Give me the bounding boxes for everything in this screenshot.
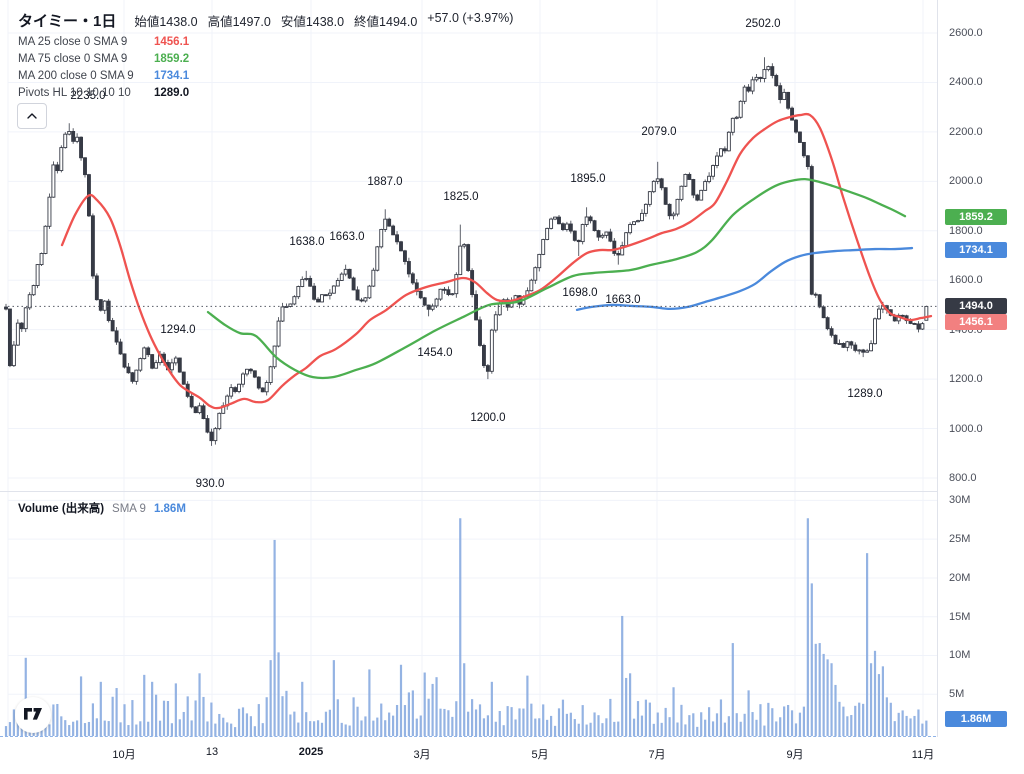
time-axis-label: 2025 (298, 746, 324, 758)
pivot-label: 1825.0 (443, 191, 478, 203)
indicator-pivots[interactable]: Pivots HL 10 10 10 10 1289.0 (18, 86, 513, 99)
volume-badge: 1.86M (945, 711, 1007, 727)
volume-sma-param: SMA 9 (112, 503, 146, 515)
volume-sma-value: 1.86M (153, 503, 186, 515)
high-value: 高値1497.0 (207, 15, 271, 29)
pivot-label: 1698.0 (562, 287, 597, 299)
indicator-value: 1859.2 (154, 52, 190, 65)
tradingview-logo[interactable] (15, 697, 51, 733)
pivot-label: 930.0 (196, 478, 225, 490)
tradingview-logo-icon (24, 708, 42, 720)
time-axis-label: 13 (205, 746, 219, 758)
pivot-label: 1289.0 (847, 388, 882, 400)
indicator-ma200[interactable]: MA 200 close 0 SMA 9 1734.1 (18, 69, 513, 82)
indicator-ma25[interactable]: MA 25 close 0 SMA 9 1456.1 (18, 35, 513, 48)
price-badge: 1456.1 (945, 314, 1007, 330)
close-value: 終値1494.0 (354, 15, 418, 29)
time-axis-separator (0, 736, 941, 737)
time-axis-label: 10月 (112, 749, 136, 761)
indicator-label: MA 200 close 0 SMA 9 (18, 69, 134, 82)
time-axis-label: 9月 (786, 749, 804, 761)
time-axis-label: 3月 (413, 749, 431, 761)
axis-tick-label: 1800.0 (949, 224, 983, 237)
indicator-value: 1289.0 (154, 86, 190, 99)
volume-indicator-row[interactable]: Volume (出来高) SMA 9 1.86M (18, 500, 186, 516)
pivot-label: 1294.0 (160, 324, 195, 336)
ohlc-summary: 始値1438.0 高値1497.0 安値1438.0 終値1494.0 +57.… (134, 11, 513, 30)
pivot-label: 1200.0 (470, 412, 505, 424)
pivot-label: 1454.0 (417, 347, 452, 359)
axis-tick-label: 15M (949, 610, 971, 623)
price-scale[interactable]: 2600.02400.02200.02000.01800.01600.01400… (937, 0, 1024, 737)
indicator-value: 1456.1 (154, 35, 190, 48)
axis-tick-label: 1200.0 (949, 373, 983, 386)
time-axis-label: 5月 (531, 749, 549, 761)
pane-separator[interactable] (0, 491, 1024, 492)
axis-tick-label: 2000.0 (949, 175, 983, 188)
axis-tick-label: 1000.0 (949, 422, 983, 435)
axis-tick-label: 20M (949, 571, 971, 584)
pivot-label: 2235.0 (70, 90, 105, 102)
axis-tick-label: 2400.0 (949, 76, 983, 89)
volume-label: Volume (出来高) (18, 503, 105, 515)
indicator-label: MA 75 close 0 SMA 9 (18, 52, 128, 65)
price-badge: 1859.2 (945, 209, 1007, 225)
pivot-labels-layer: 2235.0 2502.0 2079.0 1895.0 1887.0 1825.0 1663… (70, 18, 882, 490)
time-scale[interactable]: 10月 13 2025 3月 5月 7月 9月 11月 (0, 737, 1024, 774)
axis-tick-label: 2200.0 (949, 125, 983, 138)
legend-panel: タイミー・1日 始値1438.0 高値1497.0 安値1438.0 終値149… (18, 10, 513, 99)
pivot-label: 1895.0 (570, 173, 605, 185)
indicator-ma75[interactable]: MA 75 close 0 SMA 9 1859.2 (18, 52, 513, 65)
axis-tick-label: 25M (949, 533, 971, 546)
pivot-label: 2079.0 (641, 126, 676, 138)
low-value: 安値1438.0 (280, 15, 345, 29)
pivot-label: 1663.0 (329, 231, 364, 243)
chevron-up-icon (27, 113, 37, 119)
axis-tick-label: 1600.0 (949, 274, 983, 287)
candles-layer (4, 57, 929, 446)
ma-line-ma25 (60, 112, 933, 410)
axis-tick-label: 800.0 (949, 472, 977, 484)
axis-tick-label: 30M (949, 494, 971, 507)
ma-line-ma75 (206, 177, 907, 380)
collapse-legend-button[interactable] (17, 103, 47, 129)
axis-tick-label: 10M (949, 649, 971, 662)
symbol-title[interactable]: タイミー・1日 (18, 13, 117, 30)
symbol-header[interactable]: タイミー・1日 始値1438.0 高値1497.0 安値1438.0 終値149… (18, 10, 513, 31)
axis-tick-label: 5M (949, 688, 965, 701)
pivot-label: 1663.0 (605, 294, 640, 306)
pivot-label: 2502.0 (745, 18, 780, 30)
open-value: 始値1438.0 (134, 15, 198, 29)
pivot-label: 1638.0 (289, 236, 324, 248)
change-value: +57.0 (+3.97%) (427, 11, 514, 25)
axis-tick-label: 2600.0 (949, 27, 983, 39)
volume-bars-layer (4, 518, 928, 736)
indicator-value: 1734.1 (154, 69, 190, 82)
time-axis-label: 11月 (911, 749, 935, 761)
pivot-label: 1887.0 (367, 176, 402, 188)
time-axis-label: 7月 (648, 749, 666, 761)
indicator-label: Pivots HL 10 10 10 10 (18, 86, 131, 99)
price-badge: 1494.0 (945, 298, 1007, 314)
grid-layer (7, 0, 937, 737)
price-badge: 1734.1 (945, 242, 1007, 258)
indicator-label: MA 25 close 0 SMA 9 (18, 35, 128, 48)
